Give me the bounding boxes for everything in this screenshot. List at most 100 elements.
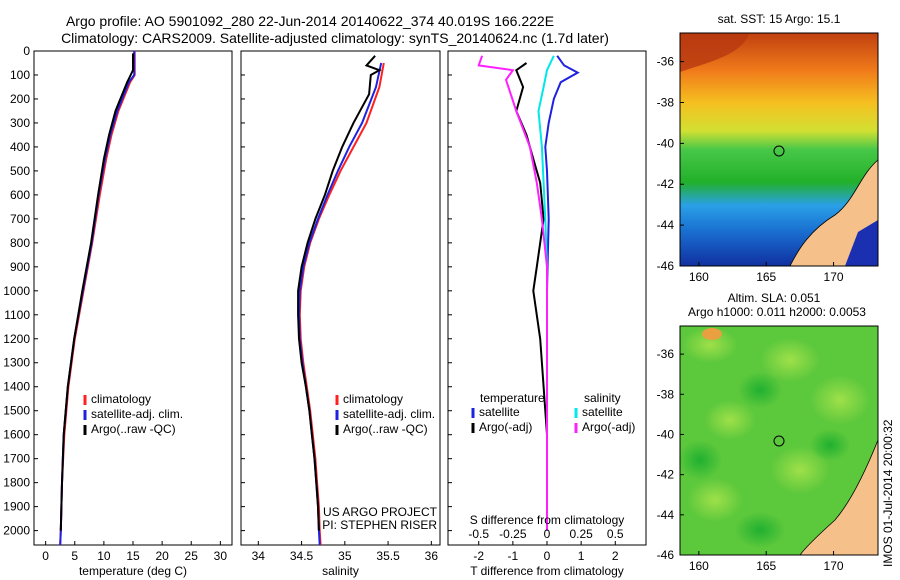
- project-annotation: US ARGO PROJECT: [323, 505, 438, 519]
- difference-xlabel: T difference from climatology: [470, 564, 624, 578]
- y-tick-label: 1200: [3, 332, 30, 346]
- map-y-tick-label: -40: [657, 427, 675, 441]
- x-tick-label: 35.5: [376, 549, 400, 563]
- y-tick-label: 1000: [3, 284, 30, 298]
- y-tick-label: 1600: [3, 428, 30, 442]
- map-x-tick-label: 160: [689, 559, 709, 573]
- y-tick-label: 1900: [3, 500, 30, 514]
- x-tick-label: 5: [71, 549, 78, 563]
- map-y-tick-label: -46: [657, 259, 675, 273]
- sst-map-title: sat. SST: 15 Argo: 15.1: [718, 12, 841, 26]
- y-tick-label: 800: [10, 236, 30, 250]
- x-tick-label: 35: [338, 549, 352, 563]
- difference-panel: -2 -1 0 1 2T difference from climatology temp…: [447, 50, 647, 578]
- sla-map: Altim. SLA: 0.051 Argo h1000: 0.011 h200…: [657, 291, 879, 573]
- sst-map-frame: [679, 32, 879, 267]
- map-y-tick-label: -44: [657, 218, 675, 232]
- salinity-xlabel: salinity: [322, 564, 359, 578]
- sla-map-subtitle: Argo h1000: 0.011 h2000: 0.0053: [688, 305, 866, 319]
- legend-label: satellite: [479, 405, 520, 419]
- map-x-tick-label: 165: [756, 559, 776, 573]
- s-tick-label: -0.5: [468, 527, 489, 541]
- temperature-panel: 0100200300400500600700800900100011001200…: [3, 44, 233, 578]
- legend-label: satellite-adj. clim.: [343, 407, 435, 421]
- s-tick-label: -0.25: [499, 527, 527, 541]
- map-y-tick-label: -44: [657, 508, 675, 522]
- sst-argo-marker: [773, 145, 785, 157]
- x-tick-label: 0: [42, 549, 49, 563]
- y-tick-label: 1100: [4, 308, 30, 322]
- x-tick-label: 10: [97, 549, 111, 563]
- x-tick-label: 15: [126, 549, 140, 563]
- legend-label: Argo(-adj): [479, 420, 532, 434]
- sst-warm-patch: [680, 33, 750, 72]
- legend-label: satellite-adj. clim.: [91, 407, 183, 421]
- y-tick-label: 1300: [3, 356, 30, 370]
- x-tick-label: 36: [425, 549, 439, 563]
- map-x-tick-label: 170: [824, 559, 844, 573]
- project-annotation: PI: STEPHEN RISER: [322, 518, 437, 532]
- sst-land: [789, 120, 879, 267]
- series-line: [297, 55, 382, 531]
- sla-argo-marker: [773, 435, 785, 447]
- x-tick-label: 2: [612, 549, 619, 563]
- legend-label: satellite: [582, 405, 623, 419]
- y-tick-label: 2000: [3, 524, 30, 538]
- temperature-frame: [33, 50, 233, 546]
- salinity-frame: [240, 50, 441, 546]
- x-tick-label: 30: [214, 549, 228, 563]
- map-x-tick-label: 160: [689, 270, 709, 284]
- x-tick-label: -2: [473, 549, 484, 563]
- x-tick-label: 34: [252, 549, 266, 563]
- legend-label: Argo(..raw -QC): [91, 422, 176, 436]
- y-tick-label: 300: [10, 116, 30, 130]
- x-tick-label: 1: [578, 549, 585, 563]
- x-tick-label: -1: [508, 549, 519, 563]
- legend-title: temperature: [480, 391, 545, 405]
- y-tick-label: 1700: [3, 452, 30, 466]
- series-line: [477, 55, 548, 531]
- legend-label: Argo(-adj): [582, 420, 635, 434]
- sst-blue-corner: [845, 220, 878, 266]
- series-line: [59, 53, 134, 531]
- map-y-tick-label: -36: [657, 347, 675, 361]
- y-tick-label: 0: [23, 44, 30, 58]
- y-tick-label: 900: [10, 260, 30, 274]
- sla-map-title: Altim. SLA: 0.051: [728, 291, 821, 305]
- map-y-tick-label: -42: [657, 468, 675, 482]
- y-tick-label: 500: [10, 164, 30, 178]
- title-line-1: Argo profile: AO 5901092_280 22-Jun-2014…: [66, 13, 554, 29]
- map-y-tick-label: -38: [657, 95, 675, 109]
- s-tick-label: 0.5: [607, 527, 624, 541]
- timestamp-stamp: IMOS 01-Jul-2014 20:00:32: [881, 419, 895, 567]
- y-tick-label: 1800: [3, 476, 30, 490]
- y-tick-label: 700: [10, 212, 30, 226]
- x-tick-label: 0: [544, 549, 551, 563]
- map-x-tick-label: 165: [756, 270, 776, 284]
- map-y-tick-label: -38: [657, 387, 675, 401]
- legend-title: salinity: [584, 391, 621, 405]
- salinity-panel: 34 34.5 35 35.5 36 salinity climatologysatelli…: [240, 50, 441, 578]
- y-tick-label: 1400: [3, 380, 30, 394]
- s-tick-label: 0.25: [569, 527, 593, 541]
- y-tick-label: 100: [10, 68, 30, 82]
- y-tick-label: 600: [10, 188, 30, 202]
- x-tick-label: 20: [155, 549, 169, 563]
- map-y-tick-label: -42: [657, 177, 675, 191]
- legend-label: Argo(..raw -QC): [343, 422, 428, 436]
- sla-texture: [678, 327, 870, 548]
- series-line: [515, 62, 548, 531]
- sla-map-frame: [679, 325, 879, 556]
- y-tick-label: 400: [10, 140, 30, 154]
- legend-label: climatology: [91, 392, 151, 406]
- difference-top-label: S difference from climatology: [470, 513, 625, 527]
- title-line-2: Climatology: CARS2009. Satellite-adjuste…: [61, 30, 609, 46]
- x-tick-label: 25: [185, 549, 199, 563]
- map-y-tick-label: -36: [657, 55, 675, 69]
- map-x-tick-label: 170: [824, 270, 844, 284]
- legend-label: climatology: [343, 392, 403, 406]
- sst-map: sat. SST: 15 Argo: 15.1 160 165 170 -36 -38 -…: [657, 12, 879, 284]
- y-tick-label: 1500: [3, 404, 30, 418]
- sla-land: [799, 439, 879, 556]
